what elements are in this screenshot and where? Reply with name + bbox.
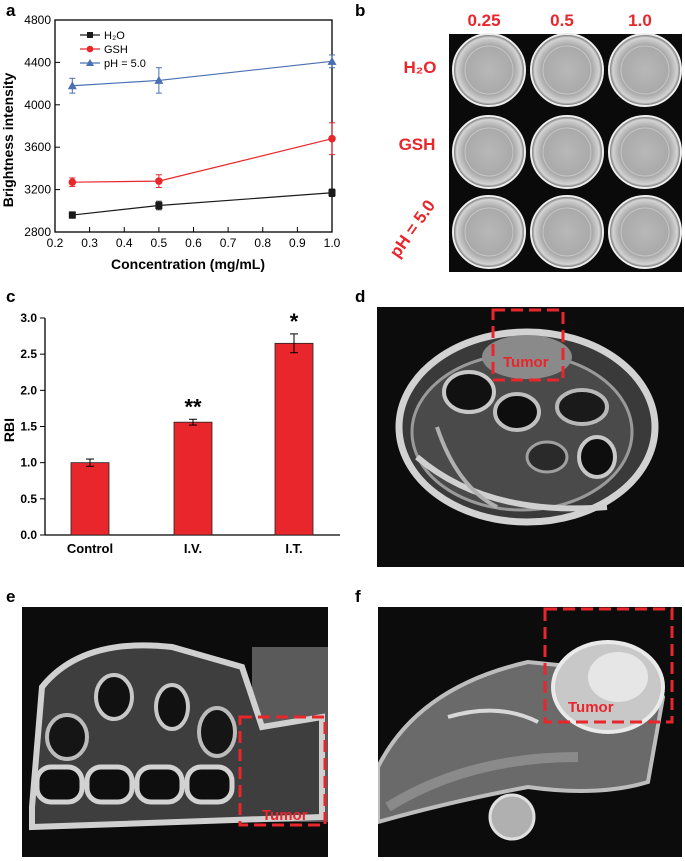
series-line — [72, 192, 333, 216]
bar — [70, 462, 110, 536]
data-point — [68, 178, 77, 186]
tube-ring — [542, 45, 592, 95]
sample-tube — [608, 195, 682, 269]
sample-tube — [452, 195, 526, 269]
panel-b-letter: b — [355, 1, 366, 20]
data-point — [327, 56, 337, 65]
chart-legend: H₂O GSH pH = 5.0 — [80, 30, 146, 70]
data-point — [155, 177, 163, 185]
x-tick-label: 0.2 — [47, 236, 64, 250]
x-tick-label: 0.4 — [116, 236, 133, 250]
y-tick-label: 4400 — [24, 55, 51, 69]
mri-phantom-grid: 0.25 0.5 1.0 H₂O GSH pH = 5.0 — [386, 11, 682, 272]
legend-label: pH = 5.0 — [104, 58, 146, 70]
tube-ring — [464, 207, 514, 257]
panel-e-letter: e — [6, 587, 16, 606]
plot-frame — [54, 19, 333, 233]
data-point — [328, 189, 336, 197]
y-tick-label: 1.5 — [20, 420, 37, 434]
data-point — [67, 81, 77, 90]
x-tick-label: 0.6 — [185, 236, 202, 250]
tube-ring — [464, 127, 514, 177]
y-tick-label: 2.0 — [20, 383, 37, 397]
concentration-label: 1.0 — [628, 11, 652, 30]
y-tick-label: 2800 — [24, 225, 51, 239]
tube-ring — [464, 45, 514, 95]
tumor-label: Tumor — [262, 807, 308, 824]
x-tick-label: I.V. — [184, 541, 202, 556]
x-tick-label: 0.7 — [220, 236, 237, 250]
y-tick-label: 3600 — [24, 140, 51, 154]
tumor-box — [238, 715, 327, 827]
tube-ring — [542, 207, 592, 257]
sample-tube — [530, 115, 604, 189]
panel-d-letter: d — [355, 287, 366, 306]
data-point — [68, 211, 76, 219]
data-point — [154, 75, 164, 84]
mri-coronal-image: Tumor — [22, 607, 328, 857]
concentration-label: 0.25 — [467, 11, 500, 30]
x-tick-label: 0.8 — [254, 236, 271, 250]
legend-label: GSH — [104, 44, 128, 56]
tumor-label: Tumor — [503, 354, 549, 371]
legend-label: H₂O — [104, 30, 125, 42]
x-tick-label: 0.5 — [151, 236, 168, 250]
y-axis-label: Brightness intensity — [0, 73, 16, 208]
panel-a-letter: a — [6, 1, 16, 20]
mri-sagittal-image: Tumor — [378, 607, 682, 857]
sample-tube — [452, 33, 526, 107]
row-label: GSH — [399, 135, 436, 154]
tumor-box — [543, 607, 674, 724]
panel-c-letter: c — [6, 287, 16, 306]
data-point — [155, 202, 163, 209]
y-tick-label: 3200 — [24, 183, 51, 197]
x-tick-label: 1.0 — [324, 236, 340, 250]
x-tick-label: 0.9 — [289, 236, 306, 250]
y-tick-label: 4000 — [24, 98, 51, 112]
line-chart: 0.2 0.3 0.4 0.5 0.6 0.7 0.8 0.9 1.0 2800 3200 3600 4… — [0, 13, 340, 272]
concentration-label: 0.5 — [550, 11, 574, 30]
y-tick-label: 3.0 — [20, 311, 37, 325]
legend-marker — [86, 59, 94, 66]
sample-tube — [608, 115, 682, 189]
x-tick-label: I.T. — [285, 541, 302, 556]
x-tick-label: Control — [67, 541, 113, 556]
significance-label: * — [290, 309, 299, 334]
bar-chart: 0.0 0.5 1.0 1.5 2.0 2.5 3.0 Control I.V. ** I.T. *… — [1, 309, 340, 556]
tube-ring — [542, 127, 592, 177]
legend-marker — [86, 45, 94, 53]
x-axis-label: Concentration (mg/mL) — [111, 256, 265, 272]
legend-marker — [87, 32, 93, 38]
panel-f-letter: f — [355, 587, 361, 606]
tumor-box — [491, 308, 565, 382]
series-line — [72, 138, 333, 183]
sample-tube — [608, 33, 682, 107]
row-label: H₂O — [403, 58, 436, 77]
bar — [173, 421, 213, 536]
y-axis-label: RBI — [1, 418, 17, 442]
x-tick-label: 0.3 — [81, 236, 98, 250]
y-tick-label: 1.0 — [20, 456, 37, 470]
data-point — [328, 134, 336, 143]
sample-tube — [530, 33, 604, 107]
sample-tube — [452, 115, 526, 189]
y-tick-label: 0.5 — [20, 492, 37, 506]
y-tick-label: 2.5 — [20, 347, 37, 361]
tube-ring — [620, 207, 670, 257]
row-label: pH = 5.0 — [386, 196, 439, 261]
bar — [274, 342, 314, 536]
sample-tube — [530, 195, 604, 269]
tube-ring — [620, 45, 670, 95]
significance-label: ** — [184, 394, 202, 419]
mri-transverse-image: Tumor — [377, 307, 684, 567]
y-tick-label: 0.0 — [20, 528, 37, 542]
y-tick-label: 4800 — [24, 13, 51, 27]
tumor-label: Tumor — [568, 699, 614, 716]
tube-ring — [620, 127, 670, 177]
